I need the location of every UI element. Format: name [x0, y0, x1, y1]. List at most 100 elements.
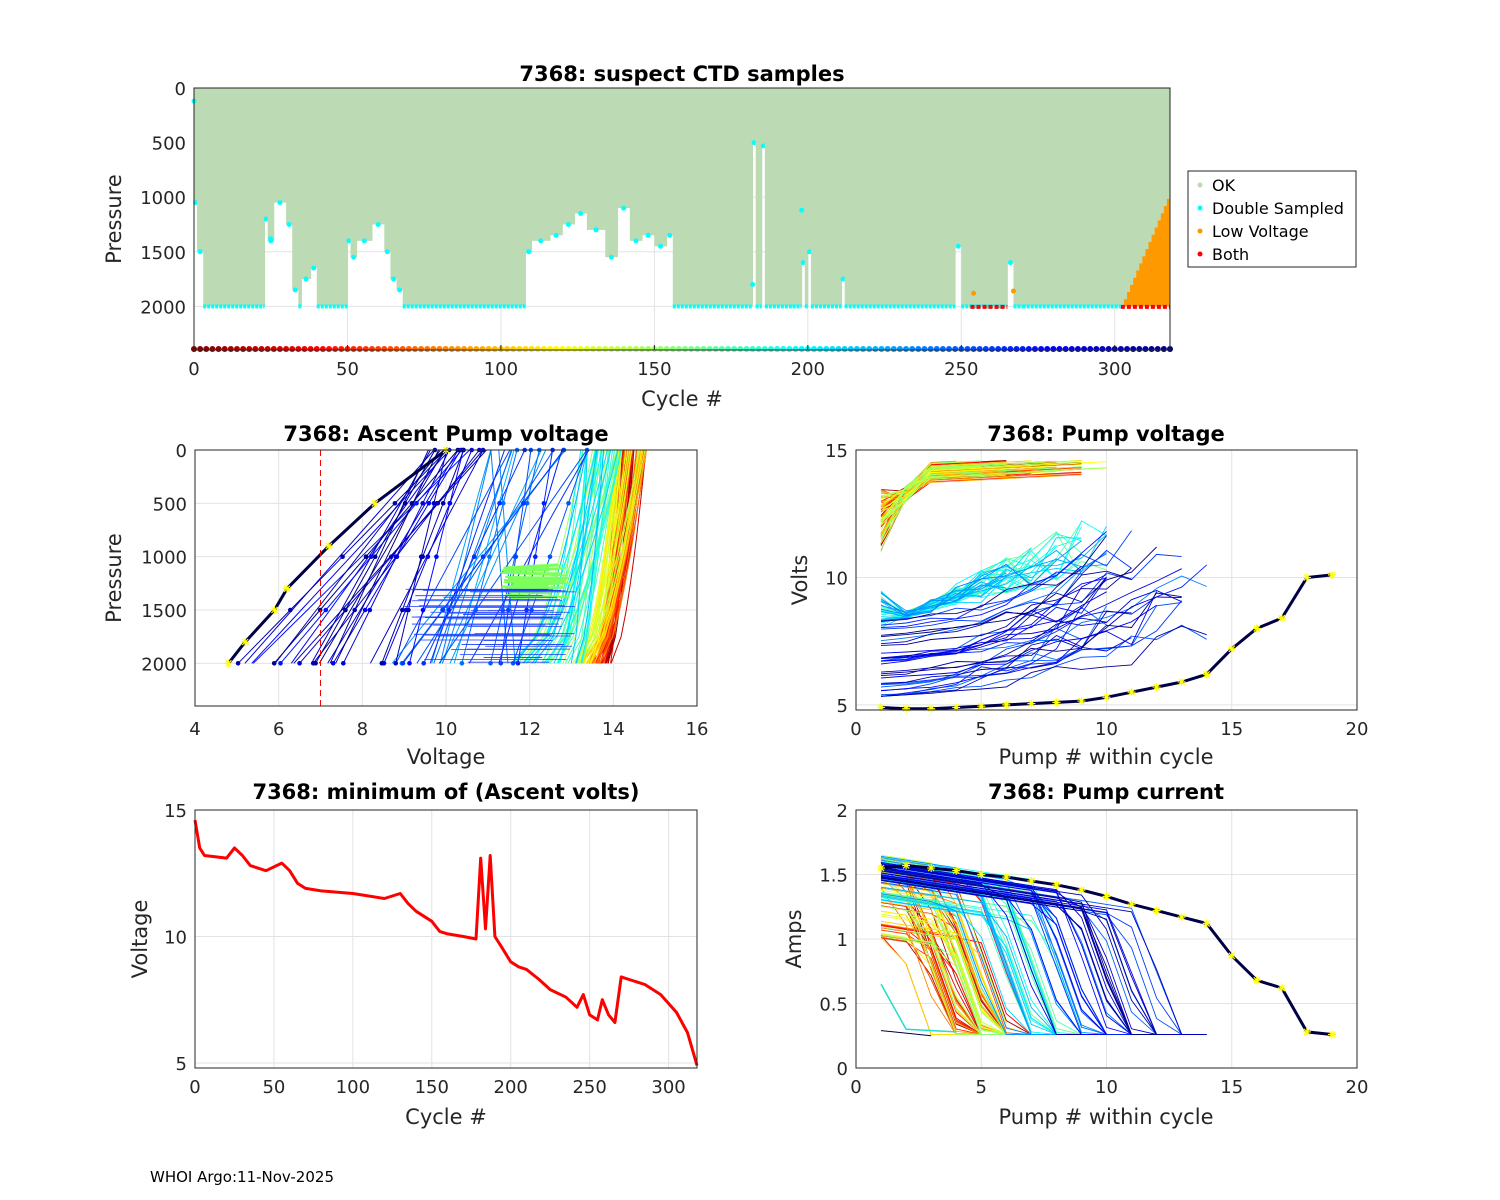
pump-voltage-line [880, 461, 1082, 499]
pump-current-line [880, 894, 1057, 1035]
x-tick-label: 150 [637, 359, 671, 380]
x-tick-label: 200 [791, 359, 825, 380]
ascent-point [524, 501, 530, 506]
cycle-color-marker [350, 346, 357, 352]
cycle-color-marker [706, 346, 713, 352]
x-tick-label: 6 [273, 719, 284, 740]
ascent-point [278, 661, 283, 666]
last-cycle-marker [241, 638, 250, 646]
cycle-color-marker [768, 346, 775, 352]
x-tick-label: 0 [850, 1077, 861, 1098]
y-tick-label: 500 [153, 494, 187, 515]
ok-bar [1163, 88, 1168, 207]
ok-bar [764, 88, 793, 307]
double-sampled-point [565, 221, 571, 227]
cycle-color-marker [375, 346, 382, 352]
ok-bar [390, 88, 398, 280]
double-sampled-point [361, 238, 367, 244]
ascent-point [420, 501, 426, 506]
cycle-color-marker [1019, 346, 1026, 352]
pump-voltage-line [880, 590, 1182, 654]
ascent-profile [290, 449, 447, 664]
ok-bar [525, 88, 533, 252]
cycle-color-marker [1087, 346, 1094, 352]
ok-bar [194, 88, 198, 203]
ok-bar [1160, 88, 1165, 214]
ascent-profile [576, 449, 646, 664]
legend-both: Both [1212, 245, 1249, 264]
ascent-profile [570, 449, 588, 664]
cycle-color-marker [952, 346, 959, 352]
cycle-color-marker [1062, 346, 1069, 352]
pump-voltage-line [880, 540, 1082, 613]
pump-current-line [880, 910, 1007, 1035]
low-voltage-point [1010, 288, 1016, 294]
ok-bar [267, 88, 275, 241]
axes-box [194, 809, 698, 1069]
cycle-color-marker [976, 346, 983, 352]
ok-bar [801, 88, 806, 263]
pump-current-line [880, 886, 1057, 1035]
ascent-profile [574, 449, 611, 664]
cycle-color-marker [798, 346, 805, 352]
low-voltage-bar [1130, 284, 1134, 307]
pump-current-line [880, 882, 1032, 1035]
ok-bar [301, 88, 312, 280]
ascent-profile [438, 449, 588, 664]
x-tick-label: 250 [944, 359, 978, 380]
ok-bar [1130, 88, 1134, 285]
x-tick-label: 15 [1220, 719, 1243, 740]
pump-current-line [880, 879, 1157, 1035]
ascent-profile [559, 449, 588, 664]
double-sampled-point [955, 243, 961, 249]
ascent-point [497, 501, 502, 506]
pump-voltage-line [880, 607, 1107, 688]
axes-box [855, 449, 1358, 711]
green-cluster [503, 565, 550, 569]
chart-title: 7368: Pump current [988, 780, 1224, 804]
pump-voltage-line [880, 533, 1107, 618]
ok-bar [1139, 88, 1143, 264]
cycle-color-marker [522, 346, 529, 352]
double-sampled-point [760, 143, 766, 149]
legend-low-voltage: Low Voltage [1212, 222, 1309, 241]
cycle-color-marker [246, 346, 253, 352]
cycle-color-marker [203, 346, 210, 352]
x-axis-label: Pump # within cycle [999, 745, 1214, 769]
axes-box [194, 449, 698, 707]
ascent-profile [439, 449, 492, 664]
cycle-color-marker [675, 346, 682, 352]
cycle-color-marker [313, 346, 320, 352]
cycle-color-marker [761, 346, 768, 352]
pump-voltage-line [880, 531, 1107, 629]
x-axis-label: Cycle # [641, 387, 723, 411]
last-cycle-marker [1152, 906, 1161, 915]
x-tick-label: 0 [188, 359, 199, 380]
last-cycle-marker [1202, 670, 1211, 679]
cycle-color-marker [829, 346, 836, 352]
pump-current-line [880, 869, 1157, 1035]
ok-bar [617, 88, 631, 209]
cycle-color-marker [448, 346, 455, 352]
last-cycle-marker [927, 864, 936, 873]
cycle-color-marker [988, 346, 995, 352]
pump-current-line [880, 983, 957, 1033]
x-tick-label: 5 [976, 719, 987, 740]
ok-bar [1145, 88, 1150, 250]
cycle-color-marker [1148, 346, 1155, 352]
cycle-color-marker [602, 346, 609, 352]
cycle-color-marker [1068, 346, 1075, 352]
ascent-point [447, 501, 453, 506]
cycle-color-marker [540, 346, 547, 352]
cycle-color-marker [1013, 346, 1020, 352]
cycle-color-marker [1105, 346, 1112, 352]
ascent-point [367, 607, 373, 613]
ok-bar [402, 88, 526, 307]
cycle-color-marker [301, 346, 308, 352]
x-tick-label: 300 [651, 1077, 685, 1098]
pump-voltage-line [880, 577, 1107, 665]
ascent-profile [431, 449, 492, 664]
double-sampled-point [526, 249, 532, 255]
cycle-color-marker [264, 346, 271, 352]
